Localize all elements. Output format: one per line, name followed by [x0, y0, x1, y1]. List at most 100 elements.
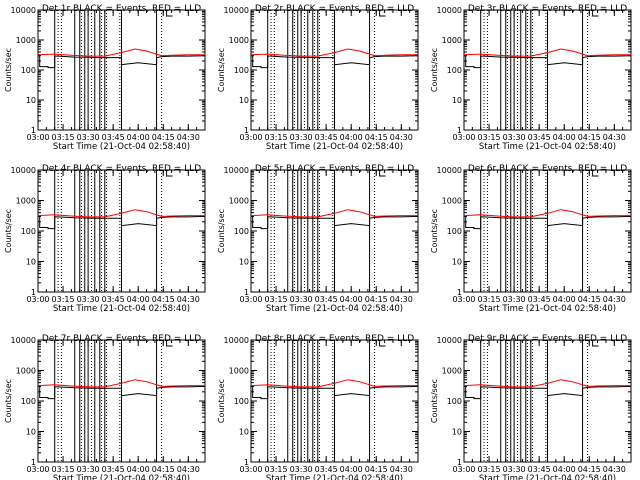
x-tick-label: 04:00	[127, 465, 150, 474]
y-axis-label: Counts/sec	[4, 48, 13, 92]
x-axis-label: Start Time (21-Oct-04 02:58:40)	[266, 304, 403, 314]
legend-bracket	[592, 11, 599, 17]
x-tick-label: 04:15	[152, 133, 175, 142]
y-tick-label: 1000	[229, 197, 249, 206]
chart-panel-8: 1 10 100 1000 10000 03:00 03:15 03:30 03:45 04:00…	[217, 334, 419, 480]
y-tick-label: 1000	[229, 367, 249, 376]
chart-title: Det 6r BLACK = Events, RED = LLD	[468, 164, 627, 174]
chart-title: Det 9r BLACK = Events, RED = LLD	[468, 334, 627, 344]
chart-title: Det 7r BLACK = Events, RED = LLD	[42, 334, 201, 344]
y-tick-label: 10	[452, 96, 462, 105]
y-tick-label: 10	[26, 96, 36, 105]
x-tick-label: 04:00	[340, 295, 363, 304]
series-line-black	[464, 215, 632, 230]
x-tick-label: 04:30	[603, 295, 626, 304]
x-tick-label: 03:00	[239, 133, 262, 142]
x-tick-label: 03:15	[265, 465, 288, 474]
y-tick-label: 1	[457, 126, 462, 135]
series-line-black	[251, 55, 419, 69]
x-tick-label: 04:15	[578, 465, 601, 474]
y-axis-label: Counts/sec	[4, 379, 13, 423]
chart-title: Det 2r BLACK = Events, RED = LLD	[255, 4, 414, 14]
y-tick-label: 1	[244, 288, 249, 297]
y-tick-label: 100	[234, 66, 249, 75]
x-tick-label: 04:00	[127, 133, 150, 142]
y-tick-label: 10	[239, 258, 249, 267]
chart-title: Det 3r BLACK = Events, RED = LLD	[468, 4, 627, 14]
chart-panel-4: 1 10 100 1000 10000 03:00 03:15 03:30 03:45 04:00…	[4, 164, 206, 314]
y-tick-label: 100	[21, 66, 36, 75]
x-tick-label: 03:15	[478, 295, 501, 304]
y-axis-label: Counts/sec	[217, 379, 226, 423]
y-tick-label: 10000	[11, 336, 36, 345]
y-tick-label: 10000	[437, 6, 462, 15]
y-tick-label: 100	[21, 227, 36, 236]
chart-panel-3: 1 10 100 1000 10000 03:00 03:15 03:30 03:45 04:00…	[430, 4, 632, 152]
x-tick-label: 03:30	[77, 133, 100, 142]
x-tick-label: 04:30	[603, 133, 626, 142]
x-tick-label: 03:00	[26, 133, 49, 142]
x-tick-label: 04:00	[340, 133, 363, 142]
x-axis-label: Start Time (21-Oct-04 02:58:40)	[53, 304, 190, 314]
x-tick-label: 03:30	[503, 133, 526, 142]
x-tick-label: 04:30	[390, 133, 413, 142]
chart-panel-9: 1 10 100 1000 10000 03:00 03:15 03:30 03:45 04:00…	[430, 334, 632, 480]
x-tick-label: 03:30	[503, 465, 526, 474]
chart-panel-2: 1 10 100 1000 10000 03:00 03:15 03:30 03:45 04:00…	[217, 4, 419, 152]
y-tick-label: 1000	[229, 36, 249, 45]
x-axis-label: Start Time (21-Oct-04 02:58:40)	[266, 474, 403, 480]
x-tick-label: 04:00	[340, 465, 363, 474]
x-tick-label: 04:15	[365, 295, 388, 304]
y-tick-label: 100	[447, 66, 462, 75]
x-tick-label: 04:30	[390, 465, 413, 474]
x-tick-label: 03:30	[290, 295, 313, 304]
chart-title: Det 5r BLACK = Events, RED = LLD	[255, 164, 414, 174]
x-tick-label: 03:15	[265, 295, 288, 304]
x-tick-label: 04:15	[152, 295, 175, 304]
y-tick-label: 10000	[11, 166, 36, 175]
chart-panel-6: 1 10 100 1000 10000 03:00 03:15 03:30 03:45 04:00…	[430, 164, 632, 314]
x-tick-label: 03:15	[52, 295, 75, 304]
x-tick-label: 03:00	[26, 295, 49, 304]
y-tick-label: 1	[244, 126, 249, 135]
y-tick-label: 1000	[442, 367, 462, 376]
series-line-red	[37, 209, 205, 218]
y-tick-label: 10	[239, 428, 249, 437]
x-tick-label: 04:15	[152, 465, 175, 474]
x-tick-label: 03:45	[315, 465, 338, 474]
x-tick-label: 03:45	[528, 465, 551, 474]
x-tick-label: 03:00	[26, 465, 49, 474]
series-line-red	[463, 209, 631, 218]
y-tick-label: 10	[26, 258, 36, 267]
series-line-red	[37, 48, 205, 57]
y-tick-label: 10000	[224, 6, 249, 15]
series-line-red	[250, 379, 418, 388]
x-tick-label: 03:45	[102, 133, 125, 142]
x-tick-label: 03:30	[503, 295, 526, 304]
x-tick-label: 03:45	[315, 295, 338, 304]
x-tick-label: 04:00	[127, 295, 150, 304]
series-line-red	[463, 48, 631, 57]
x-tick-label: 03:45	[528, 295, 551, 304]
series-line-red	[250, 209, 418, 218]
x-tick-label: 03:15	[478, 465, 501, 474]
y-tick-label: 1	[244, 458, 249, 467]
y-tick-label: 1	[457, 288, 462, 297]
y-tick-label: 100	[234, 397, 249, 406]
x-axis-label: Start Time (21-Oct-04 02:58:40)	[479, 474, 616, 480]
series-line-red	[463, 379, 631, 388]
x-tick-label: 04:30	[177, 133, 200, 142]
y-axis-label: Counts/sec	[4, 209, 13, 253]
x-tick-label: 03:00	[452, 295, 475, 304]
series-line-black	[251, 385, 419, 400]
series-line-red	[250, 48, 418, 57]
x-tick-label: 04:15	[365, 133, 388, 142]
y-tick-label: 10	[239, 96, 249, 105]
y-tick-label: 10	[452, 258, 462, 267]
y-axis-label: Counts/sec	[430, 209, 439, 253]
legend-bracket	[166, 341, 173, 347]
x-tick-label: 03:15	[52, 465, 75, 474]
series-line-black	[38, 55, 206, 69]
x-tick-label: 04:15	[578, 295, 601, 304]
